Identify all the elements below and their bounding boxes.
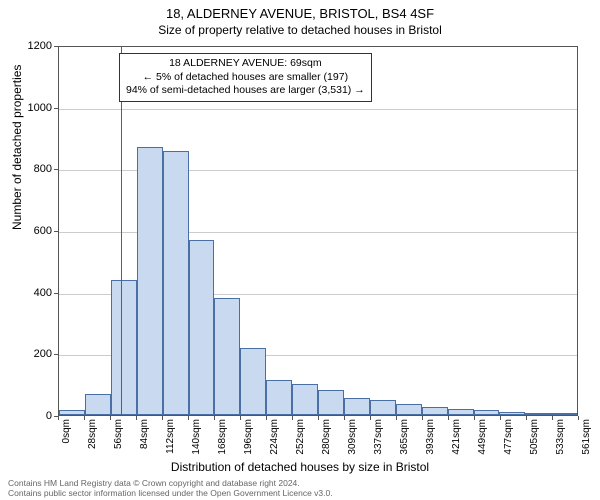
y-tick-label: 0 [22, 410, 52, 422]
x-tick-label: 393sqm [425, 419, 436, 455]
x-tick-label: 280sqm [321, 419, 332, 455]
y-tick-label: 1200 [22, 40, 52, 52]
x-tick-label: 365sqm [399, 419, 410, 455]
x-tick-label: 561sqm [581, 419, 592, 455]
x-tick-label: 477sqm [503, 419, 514, 455]
bar [266, 380, 292, 415]
x-tick-label: 421sqm [451, 419, 462, 455]
x-tick-label: 449sqm [477, 419, 488, 455]
footnote-line-2: Contains public sector information licen… [8, 488, 333, 498]
bar [318, 390, 344, 415]
y-tick-label: 400 [22, 287, 52, 299]
bar [59, 410, 85, 415]
bar [163, 151, 189, 415]
x-tick-label: 196sqm [243, 419, 254, 455]
x-tick-label: 168sqm [217, 419, 228, 455]
bar [137, 147, 163, 415]
x-tick-label: 84sqm [139, 419, 150, 449]
info-line-1: 18 ALDERNEY AVENUE: 69sqm [126, 57, 365, 71]
y-tick-label: 1000 [22, 102, 52, 114]
bar [474, 410, 500, 415]
histogram-bars [59, 47, 577, 415]
bar [525, 413, 551, 415]
bar [344, 398, 370, 415]
bar [292, 384, 318, 415]
bar [551, 413, 577, 415]
x-tick-label: 56sqm [113, 419, 124, 449]
info-box: 18 ALDERNEY AVENUE: 69sqm ← 5% of detach… [119, 53, 372, 102]
x-tick-label: 309sqm [347, 419, 358, 455]
bar [448, 409, 474, 415]
y-tick-label: 200 [22, 348, 52, 360]
plot-frame: 18 ALDERNEY AVENUE: 69sqm ← 5% of detach… [58, 46, 578, 416]
bar [214, 298, 240, 415]
x-tick-label: 337sqm [373, 419, 384, 455]
bar [111, 280, 137, 415]
y-tick-label: 800 [22, 163, 52, 175]
x-tick-label: 0sqm [61, 419, 72, 443]
footnote-line-1: Contains HM Land Registry data © Crown c… [8, 478, 333, 488]
bar [370, 400, 396, 415]
bar [85, 394, 111, 415]
bar [240, 348, 266, 415]
chart-subtitle: Size of property relative to detached ho… [0, 21, 600, 37]
x-tick-label: 112sqm [165, 419, 176, 454]
bar [396, 404, 422, 415]
bar [499, 412, 525, 415]
info-line-2: ← 5% of detached houses are smaller (197… [126, 71, 365, 85]
info-line-3: 94% of semi-detached houses are larger (… [126, 84, 365, 98]
x-tick-label: 28sqm [87, 419, 98, 449]
property-marker-line [121, 47, 122, 415]
y-tick-label: 600 [22, 225, 52, 237]
x-axis-label: Distribution of detached houses by size … [0, 460, 600, 474]
footnote: Contains HM Land Registry data © Crown c… [8, 478, 333, 498]
y-axis-label: Number of detached properties [10, 65, 24, 230]
page-title: 18, ALDERNEY AVENUE, BRISTOL, BS4 4SF [0, 0, 600, 21]
x-tick-label: 505sqm [529, 419, 540, 455]
x-tick-label: 224sqm [269, 419, 280, 455]
x-tick-label: 140sqm [191, 419, 202, 455]
bar [422, 407, 448, 415]
x-tick-label: 252sqm [295, 419, 306, 455]
x-tick-label: 533sqm [555, 419, 566, 455]
chart-area: 18 ALDERNEY AVENUE: 69sqm ← 5% of detach… [58, 46, 578, 416]
bar [189, 240, 215, 415]
